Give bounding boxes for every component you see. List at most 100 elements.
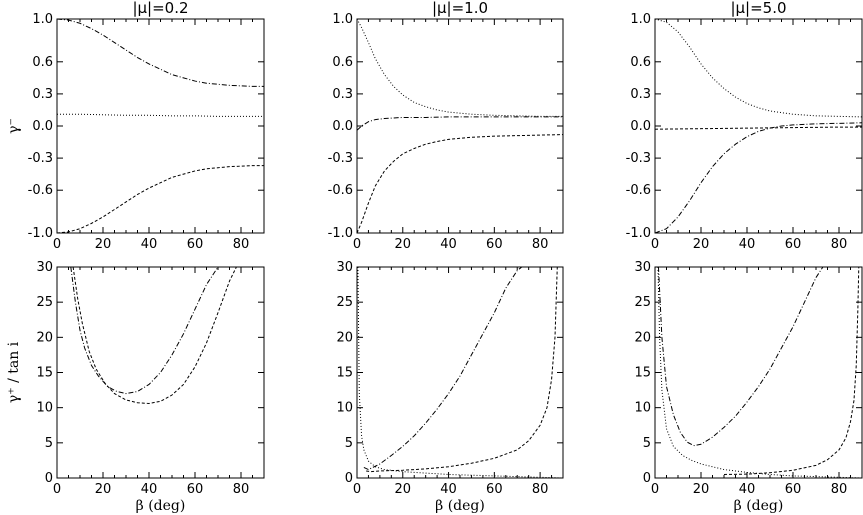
y-tick-label: 10	[36, 401, 53, 416]
x-tick-label: 40	[440, 237, 457, 252]
panel-0: 0 20 40 60 80 -1.0 -0.6 -0.3 0.0 0.3 0.6 1.0 |μ|=0.2…	[6, 0, 265, 252]
panel-2: 0 20 40 60 80 -1.0 -0.6 -0.3 0.0 0.3 0.6 1.0 |μ|=5.0	[626, 0, 863, 252]
y-tick-label: 0.3	[630, 87, 651, 102]
y-tick-label: 0.6	[332, 55, 353, 70]
x-tick-label: 20	[395, 237, 412, 252]
y-tick-label: 30	[336, 260, 353, 275]
y-tick-label: 20	[336, 330, 353, 345]
y-tick-label: 30	[634, 260, 651, 275]
x-tick-label: 0	[53, 237, 61, 252]
x-tick-label: 80	[532, 482, 549, 497]
x-tick-label: 60	[785, 237, 802, 252]
y-axis-label: γ⁻	[6, 118, 22, 134]
x-tick-label: 40	[739, 482, 756, 497]
plot-frame	[56, 18, 265, 234]
y-tick-label: 0.6	[32, 55, 53, 70]
panel-title: |μ|=0.2	[132, 0, 188, 17]
series-line-2	[655, 122, 862, 233]
x-tick-label: 60	[785, 482, 802, 497]
x-tick-label: 20	[693, 237, 710, 252]
y-tick-label: 5	[643, 436, 651, 451]
x-tick-label: 80	[233, 482, 250, 497]
y-tick-label: 0	[345, 471, 353, 486]
y-tick-label: -0.3	[28, 151, 53, 166]
panel-title: |μ|=1.0	[432, 0, 488, 17]
x-axis-label: β (deg)	[734, 498, 784, 514]
series-line-1	[357, 116, 563, 131]
y-tick-label: 1.0	[332, 12, 353, 27]
y-tick-label: 0.3	[332, 87, 353, 102]
series-line-2	[57, 165, 264, 233]
y-tick-label: 25	[36, 295, 53, 310]
x-tick-label: 40	[440, 482, 457, 497]
y-tick-label: -1.0	[328, 226, 353, 241]
series-line-0	[57, 19, 264, 87]
panel-3: 0 20 40 60 80 0 5 10 15 20 25 30 γ⁺ / tan i β (deg)	[6, 260, 265, 514]
y-tick-label: 20	[634, 330, 651, 345]
y-tick-label: 0.6	[630, 55, 651, 70]
y-tick-label: 1.0	[630, 12, 651, 27]
y-tick-label: 0.0	[32, 119, 53, 134]
series-line-2	[357, 134, 563, 233]
series-line-0	[655, 19, 862, 118]
y-axis-label: γ⁺ / tan i	[6, 341, 22, 403]
y-tick-label: 5	[345, 436, 353, 451]
y-tick-label: 25	[634, 295, 651, 310]
x-tick-label: 0	[353, 237, 361, 252]
y-tick-label: -1.0	[28, 226, 53, 241]
plot-frame	[356, 266, 564, 479]
y-tick-label: 1.0	[32, 12, 53, 27]
y-tick-label: -0.3	[328, 151, 353, 166]
series-line-1	[72, 267, 237, 404]
x-tick-label: 0	[651, 482, 659, 497]
y-tick-label: -0.3	[626, 151, 651, 166]
y-tick-label: 0.3	[32, 87, 53, 102]
y-tick-label: 15	[336, 366, 353, 381]
x-tick-label: 60	[187, 237, 204, 252]
y-tick-label: 15	[634, 366, 651, 381]
x-tick-label: 20	[95, 237, 112, 252]
panel-4: 0 20 40 60 80 0 5 10 15 20 25 30 β (deg)	[336, 260, 564, 514]
y-tick-label: 0.0	[630, 119, 651, 134]
x-tick-label: 40	[739, 237, 756, 252]
plot-frame	[654, 18, 863, 234]
x-tick-label: 20	[95, 482, 112, 497]
plot-frame	[56, 266, 265, 479]
series-line-2	[723, 267, 860, 475]
y-tick-label: -0.6	[626, 183, 651, 198]
x-tick-label: 0	[651, 237, 659, 252]
x-tick-label: 60	[187, 482, 204, 497]
y-tick-label: 5	[45, 436, 53, 451]
x-axis-label: β (deg)	[435, 498, 485, 514]
y-tick-label: 10	[634, 401, 651, 416]
x-tick-label: 60	[486, 482, 503, 497]
x-tick-label: 80	[831, 237, 848, 252]
x-tick-label: 20	[395, 482, 412, 497]
x-tick-label: 40	[141, 482, 158, 497]
series-line-0	[357, 267, 563, 478]
plot-frame	[356, 18, 564, 234]
x-tick-label: 20	[693, 482, 710, 497]
series-line-1	[57, 113, 264, 117]
x-tick-label: 0	[353, 482, 361, 497]
series-line-1	[655, 126, 862, 130]
x-tick-label: 0	[53, 482, 61, 497]
y-tick-label: 0.0	[332, 119, 353, 134]
x-tick-label: 80	[831, 482, 848, 497]
y-tick-label: 0	[45, 471, 53, 486]
y-tick-label: -0.6	[28, 183, 53, 198]
series-line-2	[366, 267, 558, 473]
y-tick-label: 15	[36, 366, 53, 381]
x-tick-label: 40	[141, 237, 158, 252]
series-line-0	[657, 267, 862, 478]
panel-title: |μ|=5.0	[730, 0, 786, 17]
y-tick-label: -1.0	[626, 226, 651, 241]
y-tick-label: 0	[643, 471, 651, 486]
series-line-0	[357, 19, 563, 117]
series-line-1	[363, 267, 523, 471]
series-line-0	[70, 267, 219, 395]
plot-frame	[654, 266, 863, 479]
y-tick-label: 30	[36, 260, 53, 275]
y-tick-label: 25	[336, 295, 353, 310]
